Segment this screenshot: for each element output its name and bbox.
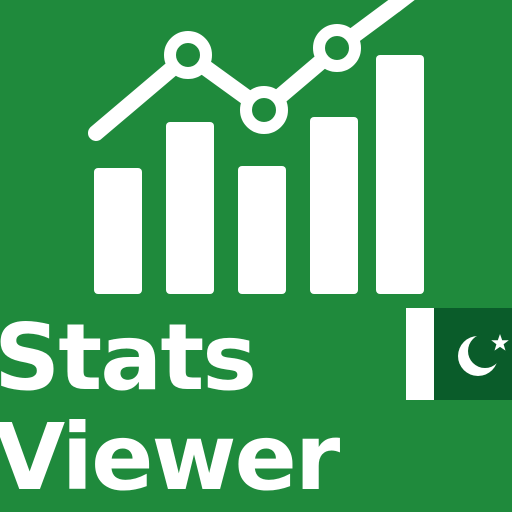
- trend-point-3: [313, 24, 361, 72]
- chart-bar-2: [166, 122, 214, 294]
- app-title-line-2: Viewer: [0, 404, 340, 511]
- trend-point-1: [164, 31, 212, 79]
- app-title-line-1: Stats: [0, 304, 257, 411]
- chart-bar-1: [94, 168, 142, 294]
- chart-bar-4: [310, 117, 358, 294]
- chart-bar-5: [376, 55, 424, 294]
- pakistan-flag-icon: [406, 308, 512, 400]
- flag-star: [491, 334, 509, 351]
- chart-bar-3: [238, 166, 286, 294]
- trend-point-2: [240, 86, 288, 134]
